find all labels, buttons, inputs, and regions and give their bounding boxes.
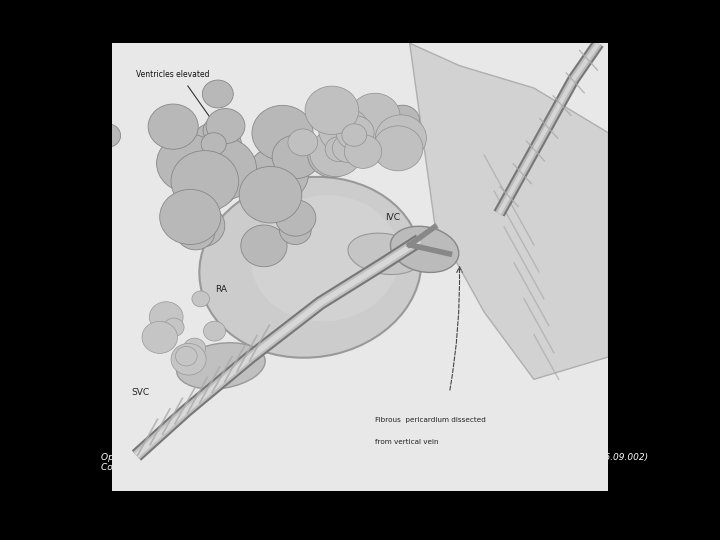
Circle shape — [176, 346, 197, 366]
Circle shape — [94, 124, 120, 147]
Circle shape — [342, 124, 366, 146]
Circle shape — [239, 166, 302, 223]
Circle shape — [160, 190, 221, 245]
Ellipse shape — [199, 177, 421, 357]
Circle shape — [252, 105, 313, 160]
Circle shape — [240, 225, 287, 267]
Ellipse shape — [251, 195, 400, 321]
Circle shape — [154, 112, 182, 137]
Circle shape — [375, 115, 426, 161]
Circle shape — [288, 129, 318, 156]
Circle shape — [324, 126, 350, 150]
Circle shape — [276, 200, 316, 236]
Ellipse shape — [176, 343, 265, 389]
Circle shape — [325, 137, 353, 161]
Circle shape — [174, 141, 206, 171]
Circle shape — [276, 148, 306, 175]
Circle shape — [176, 215, 215, 250]
Text: Fibrous  pericardium dissected: Fibrous pericardium dissected — [375, 417, 486, 423]
Circle shape — [204, 321, 225, 341]
Circle shape — [201, 133, 226, 156]
Circle shape — [177, 204, 225, 247]
Circle shape — [343, 132, 377, 163]
Circle shape — [184, 338, 206, 358]
Circle shape — [142, 321, 178, 353]
Circle shape — [171, 343, 206, 375]
Circle shape — [186, 137, 256, 200]
Circle shape — [206, 109, 245, 144]
Circle shape — [192, 291, 210, 307]
Text: Ventricles elevated: Ventricles elevated — [137, 70, 210, 79]
Text: Copyright © 2006 Elsevier Inc.: Copyright © 2006 Elsevier Inc. — [101, 463, 243, 472]
Circle shape — [148, 104, 198, 149]
Ellipse shape — [348, 233, 422, 274]
Text: RA: RA — [215, 285, 227, 294]
Text: from vertical vein: from vertical vein — [375, 439, 438, 445]
Circle shape — [149, 302, 183, 332]
Circle shape — [350, 93, 400, 138]
Circle shape — [163, 318, 184, 336]
Circle shape — [247, 147, 308, 202]
Circle shape — [272, 135, 320, 179]
Circle shape — [310, 130, 362, 177]
Circle shape — [325, 115, 348, 136]
Circle shape — [333, 134, 364, 163]
Polygon shape — [410, 43, 608, 379]
Circle shape — [194, 139, 248, 189]
Circle shape — [305, 86, 359, 134]
Circle shape — [202, 174, 236, 205]
Circle shape — [307, 133, 357, 177]
Circle shape — [156, 134, 221, 192]
Ellipse shape — [390, 226, 459, 273]
Circle shape — [344, 134, 382, 168]
Circle shape — [336, 116, 374, 150]
Circle shape — [191, 122, 241, 167]
Circle shape — [385, 105, 420, 136]
Text: Terms and Conditions: Terms and Conditions — [195, 463, 292, 472]
Text: Figure 3: Figure 3 — [338, 76, 400, 91]
Circle shape — [203, 117, 233, 144]
Circle shape — [336, 118, 371, 149]
Text: SVC: SVC — [132, 388, 150, 397]
Circle shape — [373, 126, 423, 171]
Circle shape — [279, 216, 311, 245]
Circle shape — [202, 80, 233, 108]
Text: IVC: IVC — [385, 213, 400, 222]
Circle shape — [319, 107, 369, 153]
Circle shape — [171, 151, 239, 212]
Text: Operative Techniques in Thoracic and Cardiovascular Surgery 2006 11286-294DOI: (: Operative Techniques in Thoracic and Car… — [101, 453, 648, 462]
